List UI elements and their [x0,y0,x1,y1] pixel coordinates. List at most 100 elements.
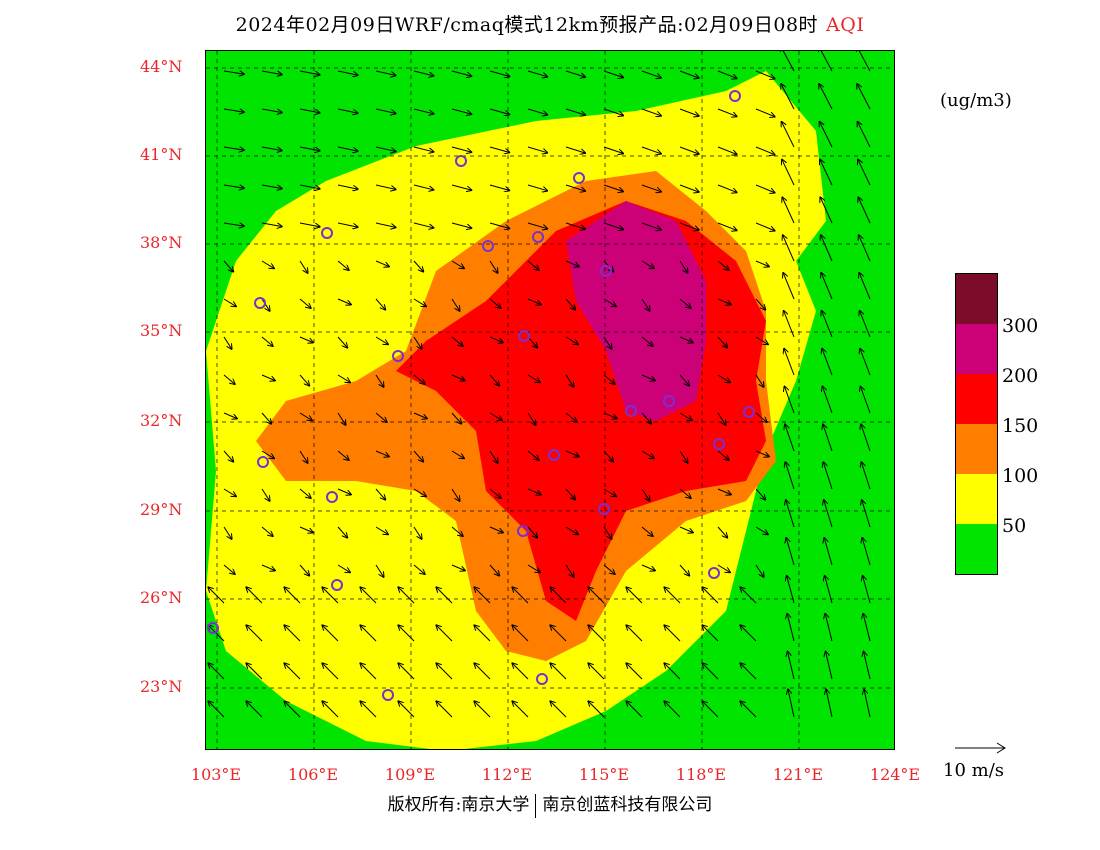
wind-arrow [451,298,460,311]
wind-arrow [864,690,871,718]
wind-arrow [858,122,871,148]
copyright-footer: 版权所有:南京大学 南京创蓝科技有限公司 [0,790,1100,818]
wind-arrow [755,108,775,117]
wind-arrow [375,374,384,387]
wind-arrow [375,488,385,500]
wind-arrow [820,198,833,224]
wind-arrow [261,374,275,381]
wind-arrow [413,298,426,306]
wind-arrow [825,576,833,604]
aqi-map [205,50,895,750]
wind-arrow [337,298,351,305]
wind-arrow [413,184,433,190]
wind-arrow [857,84,871,110]
wind-arrow [641,564,655,571]
wind-arrow [337,412,346,425]
wind-arrow [451,374,465,381]
wind-arrow [527,70,547,77]
wind-arrow [451,146,471,152]
wind-arrow [603,488,616,496]
wind-arrow [782,160,795,186]
wind-arrow [375,260,389,267]
wind-arrow [512,587,529,604]
legend-label-150: 150 [1002,415,1039,437]
wind-arrow [679,298,691,308]
wind-arrow [489,488,501,498]
wind-arrow [603,526,612,539]
lon-label-109: 109°E [384,765,436,784]
wind-arrow [859,235,871,262]
legend-label-100: 100 [1002,465,1039,487]
copyright-separator [535,793,537,818]
wind-arrow [413,336,422,349]
wind-arrow [788,690,795,718]
wind-arrow [702,625,719,642]
wind-arrow [823,387,833,414]
wind-arrow [223,185,244,188]
wind-arrow [820,160,833,186]
wind-arrow [261,184,282,189]
wind-arrow [337,336,347,348]
wind-arrow [550,587,567,604]
wind-arrow [717,374,730,382]
wind-arrow [413,450,423,462]
wind-arrow [740,587,757,604]
wind-arrow [512,701,529,718]
wind-arrow [785,425,795,452]
wind-arrow [702,663,719,680]
wind-arrow [826,652,833,680]
wind-arrow [717,298,731,305]
wind-arrow [489,260,498,273]
wind-arrow [823,425,833,452]
wind-arrow [299,108,320,113]
wind-arrow [208,701,225,718]
wind-arrow [223,488,236,496]
wind-arrow [860,349,871,376]
wind-arrow [375,146,396,151]
wind-arrow [755,336,768,344]
wind-arrow [664,625,681,642]
wind-arrow [337,564,350,572]
legend-swatch-unhealthy [956,374,997,424]
lat-label-29: 29°N [140,500,183,519]
wind-arrow [375,526,388,534]
wind-arrow [717,222,737,230]
lon-label-115: 115°E [578,765,630,784]
lat-label-41: 41°N [140,145,183,164]
wind-arrow [223,260,233,272]
wind-arrow [755,222,775,231]
wind-arrow [527,450,539,460]
wind-arrow [679,222,699,230]
wind-arrow [284,701,301,718]
wind-arrow [246,663,263,680]
lon-label-121: 121°E [772,765,824,784]
wind-arrow [246,625,263,642]
wind-arrow [603,108,623,115]
legend-unit: (ug/m3) [940,90,1012,111]
wind-arrow [781,51,795,72]
wind-arrow [360,701,377,718]
wind-arrow [664,587,681,604]
wind-arrow [337,260,349,270]
wind-arrow [717,70,737,78]
wind-arrow [337,222,358,227]
wind-arrow [375,108,396,113]
wind-arrow [565,108,585,115]
wind-arrow [626,701,643,718]
copyright-left: 版权所有:南京大学 [387,795,530,815]
wind-arrow [261,260,274,268]
lat-label-35: 35°N [140,321,183,340]
wind-arrow [413,260,423,272]
wind-arrow [299,260,308,273]
wind-arrow [565,70,585,77]
wind-arrow [284,663,301,680]
wind-arrow [826,690,833,718]
wind-arrow [413,70,433,76]
wind-arrow [489,564,499,576]
wind-arrow [785,387,795,414]
wind-arrow [717,564,730,572]
wind-arrow [527,184,547,191]
wind-arrow [451,108,471,114]
wind-arrow [337,184,358,189]
wind-arrow [299,450,308,463]
